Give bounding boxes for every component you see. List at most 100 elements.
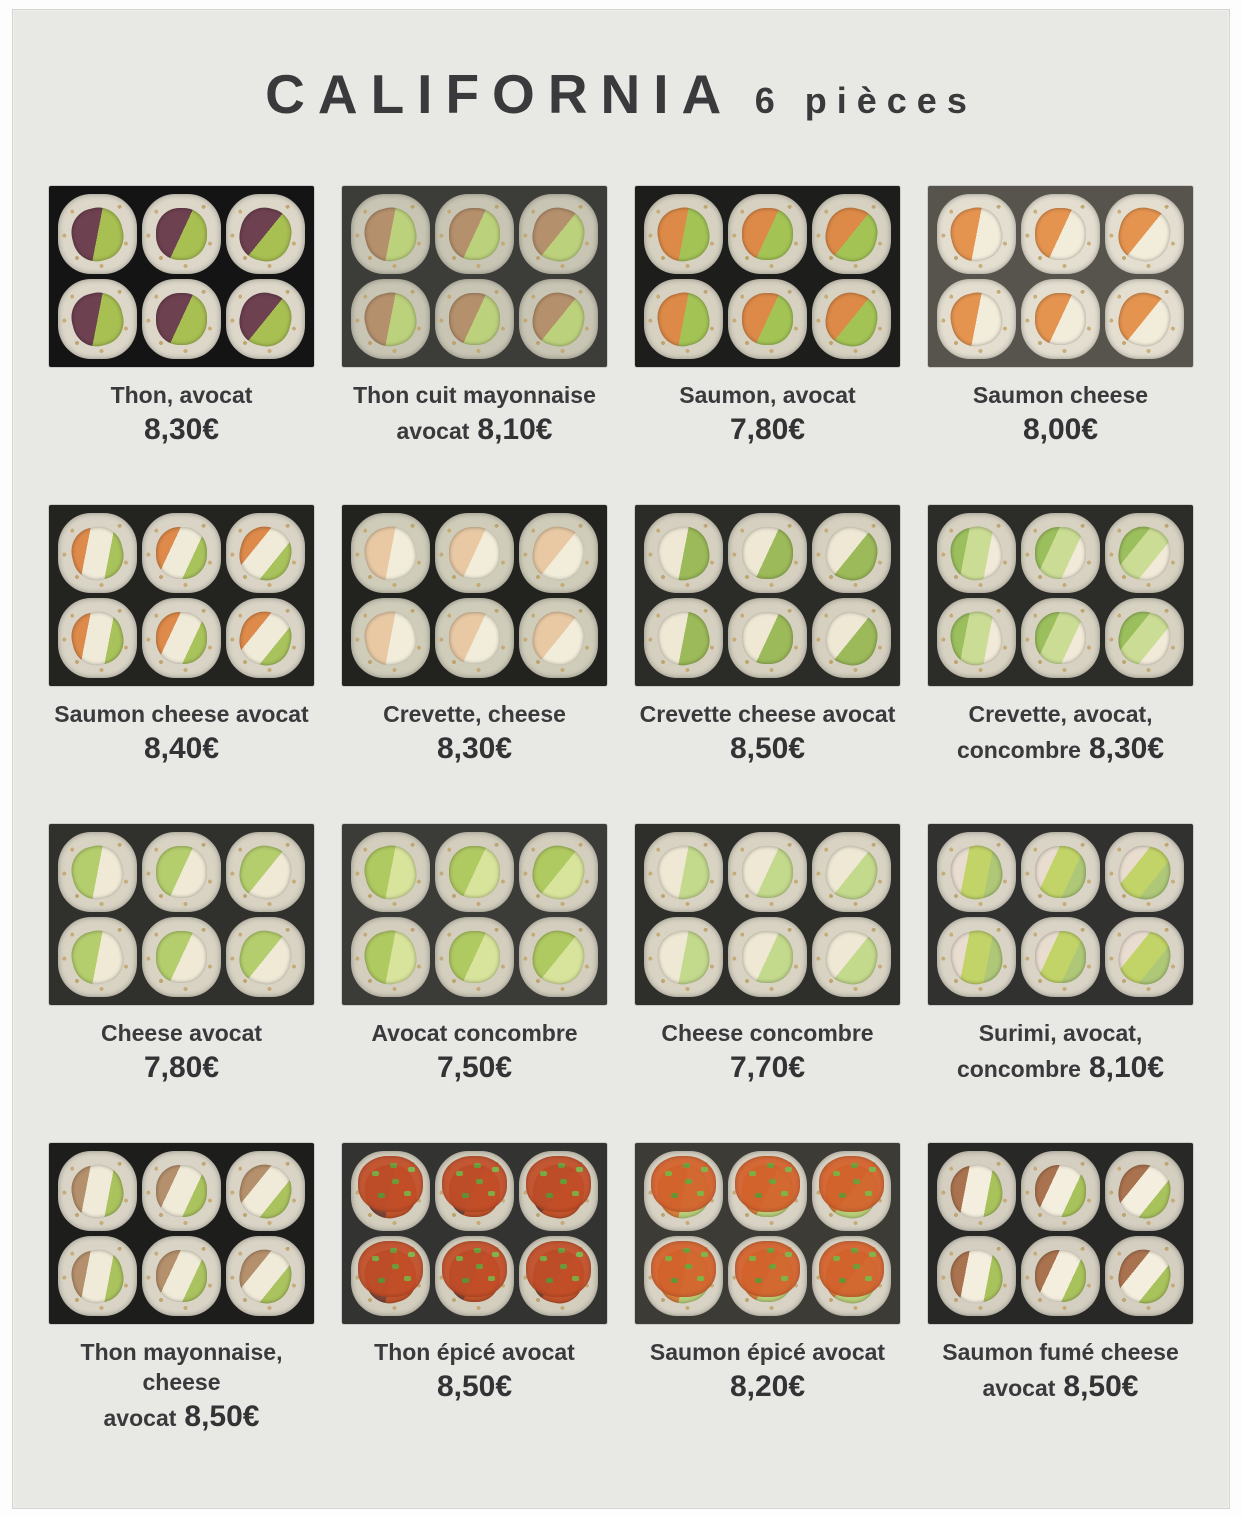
sushi-roll xyxy=(812,1236,891,1316)
roll-filling xyxy=(359,925,422,989)
sushi-roll xyxy=(937,832,1016,912)
dish-photo xyxy=(635,824,900,1005)
roll-filling xyxy=(449,526,500,580)
dish-price-line: 7,70€ xyxy=(635,1048,900,1093)
roll-filling xyxy=(66,925,129,989)
roll-filling xyxy=(1113,287,1176,351)
roll-filling xyxy=(234,1159,297,1223)
sushi-roll xyxy=(1021,1236,1100,1316)
roll-filling xyxy=(1113,606,1176,670)
dish-photo xyxy=(49,505,314,686)
sushi-roll xyxy=(728,279,807,359)
sushi-roll xyxy=(644,1236,723,1316)
dish-price: 8,30€ xyxy=(436,732,513,765)
roll-filling xyxy=(156,845,207,899)
sushi-roll xyxy=(937,1151,1016,1231)
dish-caption: Crevette, avocat, concombre 8,30€ xyxy=(928,699,1193,774)
dish-price-line: 7,80€ xyxy=(49,1048,314,1093)
dish-photo xyxy=(928,824,1193,1005)
sushi-roll xyxy=(351,513,430,593)
sushi-roll xyxy=(644,513,723,593)
dish-price-prefix: avocat xyxy=(396,418,470,444)
dish-price: 8,40€ xyxy=(143,732,220,765)
roll-filling xyxy=(1035,611,1086,665)
sushi-roll xyxy=(812,279,891,359)
page-title: CALIFORNIA xyxy=(265,63,735,125)
dish-name: Avocat concombre xyxy=(371,1020,578,1046)
roll-filling xyxy=(359,521,422,585)
menu-item: Crevette, avocat, concombre 8,30€ xyxy=(928,505,1193,824)
sushi-roll xyxy=(351,1151,430,1231)
dish-photo xyxy=(928,1143,1193,1324)
sushi-roll xyxy=(1105,1236,1184,1316)
roll-filling xyxy=(359,202,422,266)
sushi-roll xyxy=(937,279,1016,359)
sushi-roll xyxy=(519,832,598,912)
menu-page: CALIFORNIA 6 pièces Thon, avocat 8,30€ Tho… xyxy=(12,9,1230,1509)
sushi-roll xyxy=(58,598,137,678)
menu-item: Surimi, avocat, concombre 8,10€ xyxy=(928,824,1193,1143)
menu-item: Thon épicé avocat 8,50€ xyxy=(342,1143,607,1462)
roll-filling xyxy=(820,202,883,266)
roll-filling xyxy=(820,606,883,670)
sushi-roll xyxy=(351,832,430,912)
sushi-roll xyxy=(937,513,1016,593)
roll-filling xyxy=(652,606,715,670)
roll-filling xyxy=(742,611,793,665)
dish-caption: Saumon cheese 8,00€ xyxy=(928,380,1193,455)
dish-name: Thon mayonnaise, cheese xyxy=(80,1339,283,1395)
dish-price-line: 8,20€ xyxy=(635,1367,900,1412)
sushi-roll xyxy=(142,917,221,997)
roll-filling xyxy=(156,1164,207,1218)
roll-filling xyxy=(234,202,297,266)
sauce-topping xyxy=(735,1155,800,1212)
sauce-topping xyxy=(526,1155,591,1212)
sushi-roll xyxy=(1021,832,1100,912)
sauce-topping xyxy=(358,1155,423,1212)
sushi-roll xyxy=(226,1236,305,1316)
sushi-roll xyxy=(226,513,305,593)
sushi-roll xyxy=(519,1236,598,1316)
dish-name: Surimi, avocat, xyxy=(978,1020,1143,1046)
sushi-roll xyxy=(519,513,598,593)
sauce-topping xyxy=(651,1240,716,1297)
roll-filling xyxy=(66,1244,129,1308)
roll-filling xyxy=(527,840,590,904)
sauce-topping xyxy=(442,1155,507,1212)
dish-price-line: avocat 8,10€ xyxy=(342,410,607,455)
roll-filling xyxy=(1035,207,1086,261)
dish-price: 8,20€ xyxy=(729,1370,806,1403)
roll-filling xyxy=(359,287,422,351)
dish-price: 7,80€ xyxy=(729,413,806,446)
roll-filling xyxy=(234,287,297,351)
roll-filling xyxy=(1035,845,1086,899)
dish-price-prefix: avocat xyxy=(982,1375,1056,1401)
dish-caption: Saumon cheese avocat 8,40€ xyxy=(49,699,314,774)
sushi-roll xyxy=(519,917,598,997)
dish-price-line: concombre 8,10€ xyxy=(928,1048,1193,1093)
dish-price: 8,30€ xyxy=(143,413,220,446)
menu-item: Saumon fumé cheese avocat 8,50€ xyxy=(928,1143,1193,1462)
dish-price: 8,10€ xyxy=(477,413,553,446)
dish-name: Thon, avocat xyxy=(110,382,253,408)
roll-filling xyxy=(234,521,297,585)
sushi-roll xyxy=(812,194,891,274)
sushi-roll xyxy=(58,279,137,359)
sushi-roll xyxy=(351,917,430,997)
dish-price: 8,50€ xyxy=(1063,1370,1139,1403)
sushi-roll xyxy=(644,917,723,997)
sushi-roll xyxy=(1021,279,1100,359)
sushi-roll xyxy=(728,917,807,997)
dish-photo xyxy=(635,1143,900,1324)
roll-filling xyxy=(359,840,422,904)
sushi-roll xyxy=(812,513,891,593)
roll-filling xyxy=(945,1244,1008,1308)
sushi-roll xyxy=(142,513,221,593)
sushi-roll xyxy=(519,1151,598,1231)
dish-photo xyxy=(342,505,607,686)
dish-photo xyxy=(928,186,1193,367)
sushi-roll xyxy=(226,598,305,678)
roll-filling xyxy=(527,606,590,670)
dish-name: Saumon, avocat xyxy=(679,382,856,408)
sushi-roll xyxy=(519,194,598,274)
